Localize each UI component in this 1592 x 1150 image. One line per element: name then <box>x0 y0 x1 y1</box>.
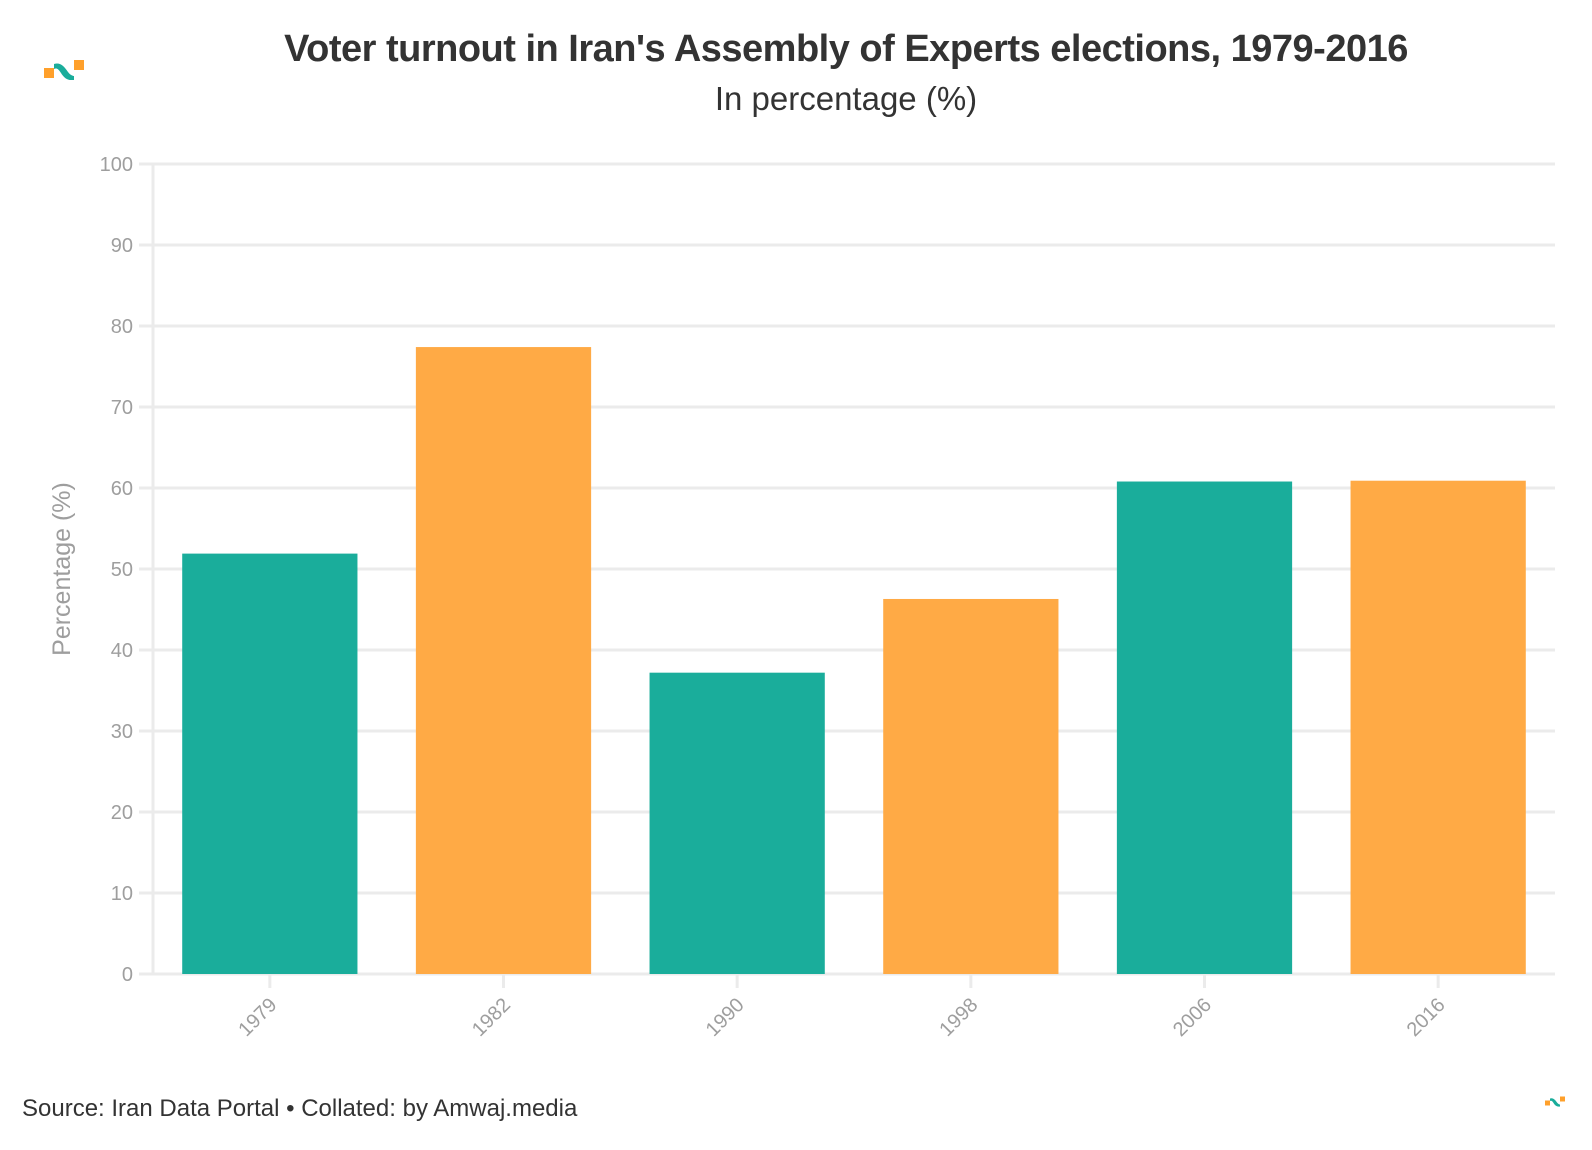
x-tick-label: 1979 <box>234 994 281 1041</box>
y-tick-label: 60 <box>111 478 133 500</box>
y-tick-label: 80 <box>111 316 133 338</box>
bars <box>182 347 1526 974</box>
y-tick-label: 20 <box>111 802 133 824</box>
y-tick-label: 10 <box>111 883 133 905</box>
gridlines <box>139 162 1555 976</box>
bar-1990[interactable] <box>649 672 825 974</box>
bar-1979[interactable] <box>182 553 358 974</box>
amwaj-logo-small-icon <box>1545 1096 1565 1107</box>
x-tick-label: 1990 <box>702 994 749 1041</box>
bar-1998[interactable] <box>883 598 1059 974</box>
x-tick-label: 2016 <box>1403 994 1450 1041</box>
bar-2016[interactable] <box>1350 480 1526 974</box>
amwaj-logo-icon <box>44 60 84 80</box>
bar-1982[interactable] <box>415 347 592 974</box>
chart-subtitle: In percentage (%) <box>714 80 978 117</box>
y-tick-label: 100 <box>100 154 133 176</box>
x-tick-label: 1982 <box>468 994 515 1041</box>
axes <box>151 164 1440 988</box>
chart-title: Voter turnout in Iran's Assembly of Expe… <box>284 28 1408 70</box>
y-tick-label: 0 <box>122 964 133 986</box>
y-tick-label: 70 <box>111 397 133 419</box>
y-tick-label: 30 <box>111 721 133 743</box>
x-tick-label: 2006 <box>1169 994 1216 1041</box>
bar-2006[interactable] <box>1116 481 1293 974</box>
y-tick-label: 40 <box>111 640 133 662</box>
source-footer: Source: Iran Data Portal • Collated: by … <box>22 1095 578 1122</box>
y-tick-label: 50 <box>111 559 133 581</box>
x-tick-label: 1998 <box>935 994 982 1041</box>
y-axis-title: Percentage (%) <box>48 482 76 656</box>
y-tick-label: 90 <box>111 235 133 257</box>
